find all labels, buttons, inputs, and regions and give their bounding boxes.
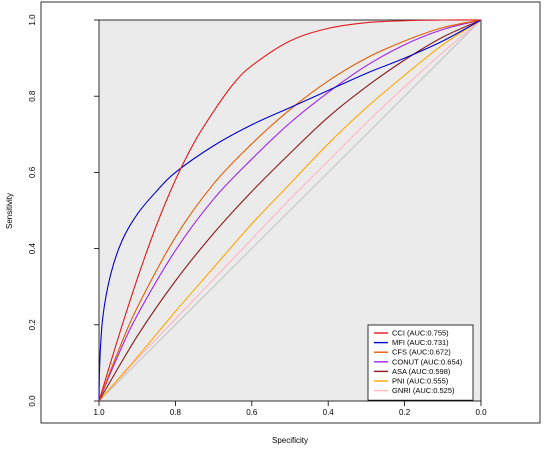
outer-frame: [40, 1, 541, 424]
legend: CCI (AUC:0.755)MFI (AUC:0.731)CFS (AUC:0…: [367, 324, 474, 401]
x-tick-label-3: 0.4: [323, 408, 335, 417]
y-tick-label-0: 0.0: [28, 395, 37, 407]
legend-label-0: CCI (AUC:0.755): [392, 328, 449, 337]
series-layer: [98, 19, 482, 402]
legend-label-2: CFS (AUC:0.672): [392, 348, 451, 357]
y-tick-label-1: 0.2: [28, 319, 37, 331]
reference-diagonal: [98, 19, 482, 402]
x-tick-label-0: 1.0: [93, 408, 105, 417]
series-line-0: [98, 19, 482, 402]
legend-label-6: GNRI (AUC:0.525): [392, 386, 455, 395]
y-tick-label-3: 0.6: [28, 166, 37, 178]
x-axis-title: Specificity: [272, 436, 308, 445]
series-line-1: [98, 19, 482, 402]
legend-label-5: PNI (AUC:0.555): [392, 376, 449, 385]
x-tick-label-5: 0.0: [475, 408, 487, 417]
series-line-2: [98, 19, 482, 402]
y-tick-label-4: 0.8: [28, 90, 37, 102]
x-tick-label-1: 0.8: [170, 408, 182, 417]
legend-box: [367, 324, 474, 401]
series-line-6: [98, 19, 482, 402]
reference-diagonal-layer: [98, 19, 482, 402]
legend-label-1: MFI (AUC:0.731): [392, 338, 449, 347]
x-tick-label-2: 0.6: [246, 408, 258, 417]
legend-label-3: CONUT (AUC:0.654): [392, 357, 463, 366]
y-tick-label-2: 0.4: [28, 242, 37, 254]
y-tick-label-5: 1.0: [28, 14, 37, 26]
x-tick-label-4: 0.2: [399, 408, 411, 417]
y-axis-title: Sensitivity: [5, 193, 14, 229]
legend-label-4: ASA (AUC:0.598): [392, 367, 451, 376]
x-axis: 1.0 0.8 0.6 0.4 0.2 0.0: [93, 401, 487, 417]
series-line-5: [98, 19, 482, 402]
series-line-3: [98, 19, 482, 402]
y-axis: 0.0 0.2 0.4 0.6 0.8 1.0: [28, 14, 99, 407]
